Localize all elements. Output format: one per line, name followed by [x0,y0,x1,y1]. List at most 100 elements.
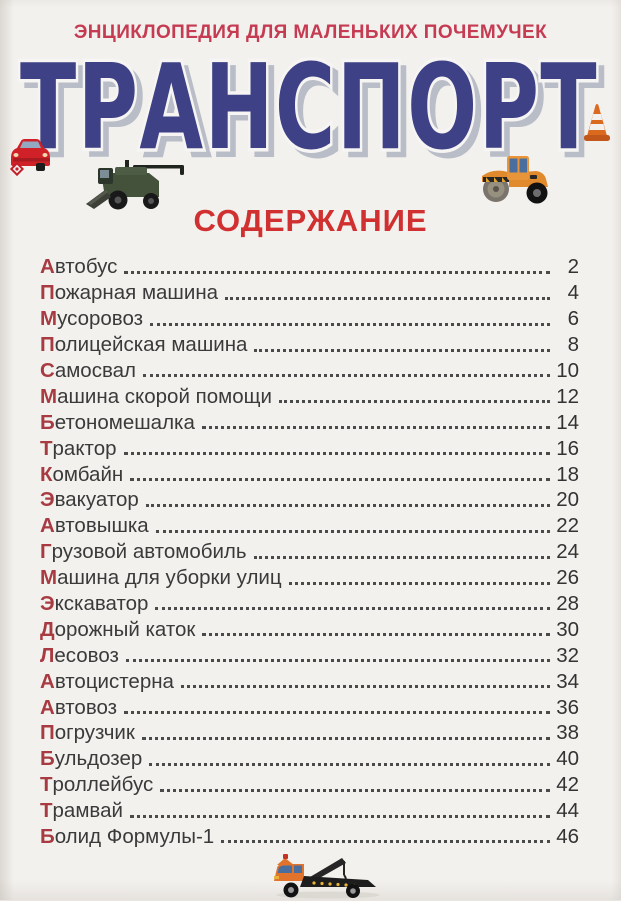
toc-entry: Полицейская машина 8 [40,330,579,356]
toc-entry-page: 2 [567,255,579,279]
toc-entry-rest: омбайн [52,462,124,486]
dot-leader [160,788,550,792]
toc-entry-rest: рактор [52,436,117,460]
toc-entry: Трактор 16 [40,433,579,459]
dot-leader [254,348,550,352]
toc-entry-rest: олид Формулы-1 [54,824,215,848]
toc-entry: Автоцистерна 34 [40,666,579,692]
toc-entry-page: 42 [556,773,579,797]
toc-entry-rest: втоцистерна [54,669,174,693]
toc-entry: Машина для уборки улиц 26 [40,563,579,589]
toc-entry-label: Лесовоз [40,645,119,667]
toc-entry-label: Эвакуатор [40,490,139,511]
toc-entry: Экскаватор 28 [40,589,579,615]
toc-entry-label: Болид Формулы-1 [40,824,215,848]
toc-entry-initial: Т [40,799,53,823]
toc-entry-rest: рузовой автомобиль [51,540,247,564]
toc-entry-page: 34 [556,669,579,693]
toc-entry-label: Автовоз [40,697,117,719]
toc-entry-label: Пожарная машина [40,283,218,304]
toc-entry-rest: ожарная машина [54,281,219,305]
road-roller-icon [482,156,548,204]
toc-entry-initial: Д [40,617,55,641]
toc-entry-initial: Э [40,488,55,512]
toc-entry-page: 36 [556,695,579,719]
toc-entry-page: 16 [556,436,579,460]
toc-entry-label: Комбайн [40,462,124,486]
toc-entry-initial: М [40,307,58,331]
dot-leader [124,711,550,715]
toc-entry-initial: А [40,669,55,693]
dot-leader [150,322,550,326]
toc-entry-label: Бульдозер [40,749,142,770]
dot-leader [145,503,550,507]
dot-leader [149,762,550,766]
dot-leader [155,607,550,611]
toc-entry-page: 28 [556,591,579,615]
toc-entry-label: Машина скорой помощи [40,386,272,408]
toc-entry-initial: П [40,721,55,745]
book-title: ТРАНСПОРТ ТРАНСПОРТ [17,48,606,178]
toc-list: Автобус 2 Пожарная машина 4 Мусоровоз 6 … [40,252,579,847]
dot-leader [142,374,550,378]
dot-leader [141,736,550,740]
dot-leader [201,426,550,430]
toc-entry: Пожарная машина 4 [40,278,579,304]
dot-leader [253,555,550,559]
toc-entry-initial: Э [40,591,55,615]
toc-entry-label: Автобус [40,257,117,278]
toc-entry-initial: Б [40,747,55,771]
dot-leader [124,270,550,274]
toc-entry-rest: усоровоз [57,307,144,331]
toc-entry-page: 24 [556,540,579,564]
toc-entry-initial: М [40,566,58,590]
toc-entry: Болид Формулы-1 46 [40,822,579,848]
toc-entry-page: 10 [556,358,579,382]
toc-entry-initial: Г [40,540,52,564]
toc-entry-page: 40 [556,747,579,771]
toc-entry-initial: П [40,333,55,357]
toc-entry-label: Машина для уборки улиц [40,566,282,590]
toc-entry-initial: А [40,255,55,279]
toc-entry: Бетономешалка 14 [40,407,579,433]
toc-entry-page: 4 [567,281,579,305]
toc-entry-label: Дорожный каток [40,617,195,641]
series-title: ЭНЦИКЛОПЕДИЯ ДЛЯ МАЛЕНЬКИХ ПОЧЕМУЧЕК [73,22,548,43]
combine-harvester-icon [86,160,184,210]
toc-entry-page: 14 [556,410,579,434]
toc-entry: Мусоровоз 6 [40,304,579,330]
toc-entry-label: Автовышка [40,516,149,537]
toc-entry-initial: Т [40,436,53,460]
dot-leader [225,296,550,300]
dot-leader [202,633,550,637]
toc-entry-page: 44 [556,799,579,823]
toc-entry-label: Экскаватор [40,591,148,615]
toc-entry-rest: втовышка [54,514,149,538]
toc-entry-initial: П [40,281,55,305]
toc-entry-label: Трактор [40,436,117,460]
toc-entry-rest: ульдозер [54,747,143,771]
toc-entry-page: 38 [556,721,579,745]
toc-entry: Автовоз 36 [40,692,579,718]
toc-entry: Погрузчик 38 [40,718,579,744]
toc-entry-initial: А [40,514,55,538]
toc-entry-page: 26 [556,566,579,590]
warning-diamond-icon [9,161,25,177]
toc-entry-label: Полицейская машина [40,333,247,357]
toc-entry-initial: Т [40,773,53,797]
dot-leader [129,814,550,818]
dot-leader [123,452,550,456]
dot-leader [180,685,550,689]
toc-entry: Бульдозер 40 [40,744,579,770]
tow-truck-icon [274,854,380,899]
toc-entry-rest: вакуатор [54,488,139,512]
toc-entry-label: Троллейбус [40,773,153,797]
toc-entry-label: Грузовой автомобиль [40,540,247,564]
toc-entry: Эвакуатор 20 [40,485,579,511]
toc-entry: Самосвал 10 [40,356,579,382]
toc-entry: Грузовой автомобиль 24 [40,537,579,563]
toc-entry-rest: рамвай [52,799,123,823]
dot-leader [278,400,550,404]
toc-entry-page: 20 [556,488,579,512]
toc-entry: Комбайн 18 [40,459,579,485]
